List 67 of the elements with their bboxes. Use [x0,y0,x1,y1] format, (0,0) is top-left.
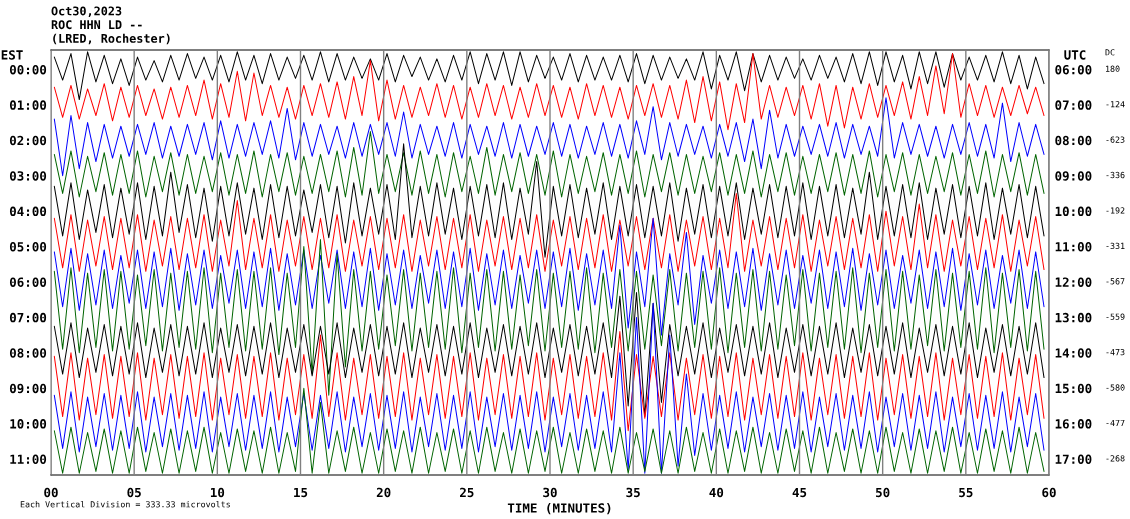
text: -192 [1106,207,1125,214]
line-series [53,130,1045,198]
x-tick-label: 35 [626,487,640,498]
x-tick-label: 40 [709,487,724,498]
line-series [53,331,1045,432]
y2-tick-label: 10:00 [1055,206,1092,217]
line-series [53,192,1045,272]
text: -580 [1106,384,1125,391]
y2-tick-label: 11:00 [1055,242,1092,252]
line-series [53,53,1045,131]
x-tick-label: 10 [210,487,225,498]
y-tick-label: 10:00 [10,419,47,429]
x-tick-label: 45 [792,487,807,498]
y-tick-label: 08:00 [9,348,47,358]
text: -473 [1106,348,1125,356]
y-tick-label: 11:00 [10,454,47,464]
line-series [53,217,1045,336]
text: -268 [1106,455,1125,462]
y2-tick-label: 17:00 [1055,454,1092,464]
y-axis-title: EST [1,50,23,60]
y-tick-label: 00:00 [9,64,47,75]
line-series [53,387,1045,474]
y2-tick-label: 16:00 [1055,419,1092,429]
line-series [53,97,1045,177]
y-tick-label: 04:00 [9,206,47,217]
y-tick-label: 02:00 [9,135,47,146]
x-tick-label: 25 [460,487,474,498]
text: Each Vertical Division = 333.33 microvolts [20,500,230,508]
y2-tick-label: 08:00 [1055,135,1092,146]
x-tick-label: 00 [44,487,58,498]
y-tick-label: 09:00 [9,383,47,394]
x-tick-label: 15 [294,487,308,498]
y-tick-label: 07:00 [9,312,47,323]
y2-tick-label: 06:00 [1055,64,1092,75]
x-axis-title: TIME (MINUTES) [507,503,611,515]
y2-tick-label: 12:00 [1055,277,1092,287]
line-series [53,51,1045,101]
y2-tick-label: 15:00 [1055,383,1092,394]
text: 180 [1106,65,1120,72]
y-tick-label: 01:00 [9,100,47,110]
text: -623 [1106,136,1125,143]
y2-tick-label: 13:00 [1055,312,1092,323]
text: -559 [1106,313,1125,320]
chart-title: Oct30,2023 [51,6,122,17]
line-series [53,302,1045,474]
text: DC [1105,49,1115,56]
x-tick-label: 30 [543,487,557,498]
y-tick-label: 06:00 [9,277,47,287]
line-series [53,143,1045,258]
y2-tick-label: 09:00 [1055,171,1092,181]
y-tick-label: 03:00 [9,171,47,181]
y2-tick-label: 07:00 [1055,100,1092,110]
x-tick-label: 20 [376,487,391,498]
text: -331 [1106,242,1125,249]
text: -567 [1106,278,1125,285]
y2-axis-title: UTC [1064,50,1086,60]
text: -124 [1106,101,1125,108]
x-tick-label: 60 [1042,487,1056,498]
text: -477 [1106,419,1125,426]
x-tick-label: 05 [127,487,141,498]
y2-tick-label: 14:00 [1055,348,1092,358]
text: -336 [1106,171,1125,179]
x-tick-label: 55 [959,487,973,498]
chart-subtitle: ROC HHN LD -- (LRED, Rochester) [51,20,170,45]
y-tick-label: 05:00 [9,242,47,252]
x-tick-label: 50 [876,487,890,498]
line-series [53,238,1045,396]
